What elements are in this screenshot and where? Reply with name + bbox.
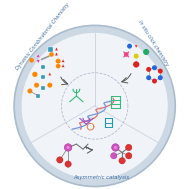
- Circle shape: [133, 61, 139, 68]
- Text: +: +: [84, 145, 89, 150]
- Circle shape: [27, 88, 32, 94]
- Circle shape: [34, 83, 39, 88]
- Circle shape: [65, 161, 71, 167]
- Circle shape: [111, 153, 117, 159]
- Circle shape: [144, 50, 149, 54]
- Circle shape: [22, 33, 168, 179]
- Circle shape: [158, 69, 163, 74]
- Polygon shape: [36, 54, 40, 57]
- Circle shape: [119, 158, 125, 164]
- Text: Asymmetric catalysis: Asymmetric catalysis: [73, 175, 129, 180]
- Circle shape: [114, 146, 117, 149]
- Circle shape: [134, 54, 139, 59]
- Circle shape: [56, 59, 61, 64]
- Text: Dynamic Combinatorial Chemistry: Dynamic Combinatorial Chemistry: [15, 2, 70, 71]
- Circle shape: [124, 52, 129, 57]
- Circle shape: [146, 75, 151, 80]
- Bar: [41, 75, 45, 79]
- Circle shape: [57, 157, 63, 163]
- Circle shape: [56, 64, 60, 68]
- Bar: [41, 85, 45, 90]
- Circle shape: [158, 75, 163, 80]
- Polygon shape: [135, 45, 138, 48]
- Circle shape: [152, 79, 157, 84]
- Circle shape: [14, 25, 175, 187]
- Bar: [41, 65, 45, 69]
- Circle shape: [47, 83, 52, 88]
- Circle shape: [32, 72, 38, 77]
- Polygon shape: [55, 47, 58, 51]
- Circle shape: [64, 144, 72, 151]
- Polygon shape: [36, 60, 40, 64]
- Circle shape: [49, 52, 54, 57]
- Polygon shape: [48, 72, 51, 76]
- Circle shape: [112, 144, 119, 151]
- Polygon shape: [55, 52, 58, 56]
- Bar: [48, 47, 53, 52]
- Circle shape: [67, 146, 70, 149]
- Bar: [36, 94, 40, 98]
- Circle shape: [125, 153, 132, 159]
- Circle shape: [127, 44, 132, 49]
- Polygon shape: [61, 59, 65, 62]
- Circle shape: [152, 65, 157, 70]
- Text: In situ click chemistry: In situ click chemistry: [137, 19, 169, 67]
- Circle shape: [29, 58, 34, 63]
- Polygon shape: [61, 64, 65, 67]
- Circle shape: [125, 144, 132, 151]
- Circle shape: [146, 67, 151, 72]
